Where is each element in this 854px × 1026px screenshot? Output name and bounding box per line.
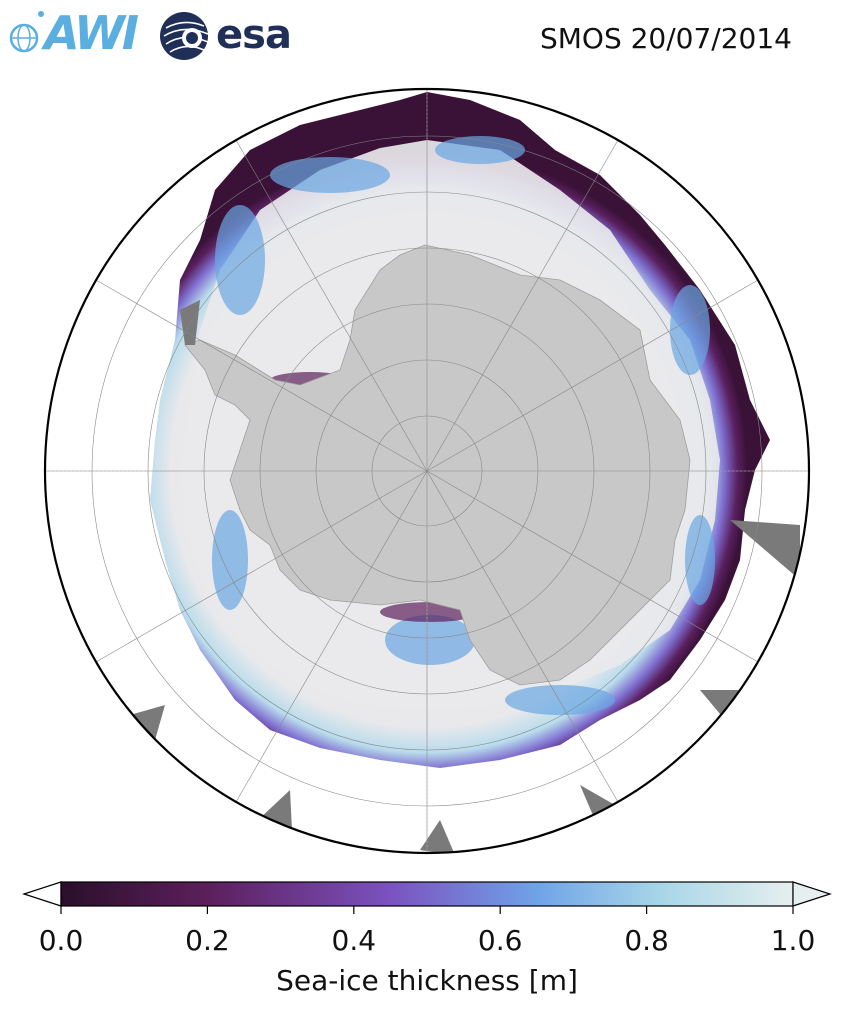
map-boundary [43,87,811,855]
map-title: SMOS 20/07/2014 [539,22,792,55]
map-disk [45,89,809,853]
awi-logo: AWI [8,6,143,60]
colorbar-tick-label: 0.0 [38,924,84,957]
colorbar [22,881,832,914]
awi-globe-icon [9,11,44,53]
colorbar-extend-max [792,881,832,907]
esa-emblem-icon [160,12,209,60]
awi-logo-text: AWI [44,6,139,60]
colorbar-label: Sea-ice thickness [m] [276,964,578,997]
colorbar-gradient [60,881,794,907]
esa-logo: esa [158,10,308,62]
colorbar-tick-label: 0.8 [624,924,669,957]
thin-ice-patches [212,136,715,715]
colorbar-tick-label: 0.6 [477,924,523,957]
colorbar-tick-label: 0.2 [185,924,230,957]
colorbar-extend-min [22,881,62,907]
colorbar-tick-label: 1.0 [770,924,816,957]
no-data-wedges [130,300,800,853]
esa-logo-text: esa [216,12,292,58]
colorbar-tick-label: 0.4 [331,924,377,957]
